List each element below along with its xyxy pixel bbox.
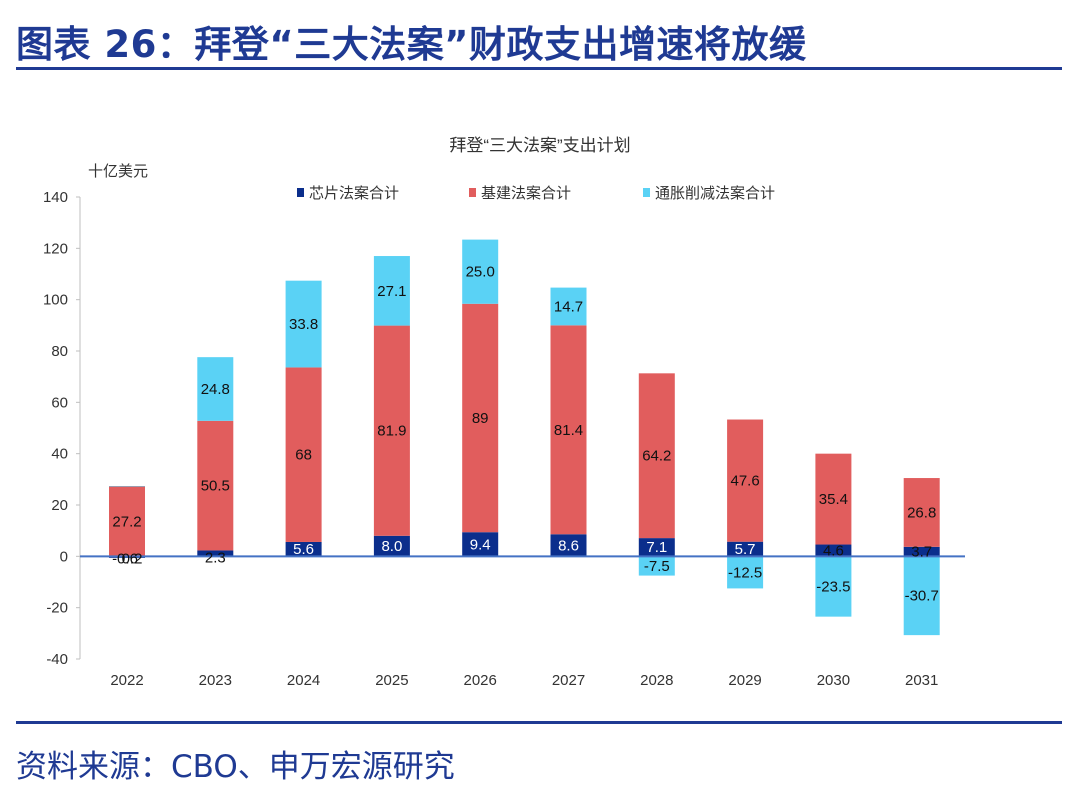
data-label-chips-2030: 4.6 — [823, 542, 844, 559]
legend-swatch-inflation — [643, 188, 650, 197]
data-label-chips-2022: -0.6 — [112, 550, 138, 567]
chart-title: 拜登“三大法案”支出计划 — [449, 136, 630, 155]
bar-inflation-2023 — [197, 357, 234, 421]
data-label-inflation-2024: 33.8 — [289, 316, 318, 333]
bar-chips-2023 — [197, 550, 234, 557]
x-tick-label-2026: 2026 — [464, 672, 497, 689]
bar-inflation-2031 — [903, 556, 940, 636]
y-axis-unit-label: 十亿美元 — [88, 163, 148, 180]
bar-inflation-2028 — [638, 556, 675, 576]
bar-inflation-2024 — [285, 280, 322, 368]
legend-swatch-chips — [297, 188, 304, 197]
bar-infrastructure-2027 — [550, 325, 587, 535]
y-tick-label: 80 — [51, 343, 68, 360]
bar-infrastructure-2022 — [109, 486, 145, 557]
data-label-inflation-2023: 24.8 — [201, 381, 230, 398]
bar-infrastructure-2025 — [373, 325, 410, 536]
data-label-chips-2027: 8.6 — [558, 537, 579, 554]
bar-chips-2031 — [903, 546, 940, 557]
data-label-infrastructure-2029: 47.6 — [730, 473, 759, 490]
bar-chips-2030 — [815, 544, 852, 557]
data-label-infrastructure-2026: 89 — [472, 410, 489, 427]
x-tick-label-2030: 2030 — [817, 672, 850, 689]
bar-chips-2026 — [462, 532, 499, 557]
data-label-inflation-2022: 0.2 — [122, 550, 143, 567]
data-label-chips-2031: 3.7 — [911, 544, 932, 561]
bar-inflation-2026 — [462, 239, 499, 304]
data-label-infrastructure-2022: 27.2 — [112, 513, 141, 530]
y-tick-label: 120 — [43, 240, 68, 257]
x-tick-label-2029: 2029 — [728, 672, 761, 689]
bar-inflation-2030 — [815, 556, 852, 617]
data-label-infrastructure-2028: 64.2 — [642, 448, 671, 465]
x-tick-label-2024: 2024 — [287, 672, 320, 689]
data-label-inflation-2025: 27.1 — [377, 283, 406, 300]
data-label-inflation-2026: 25.0 — [466, 264, 495, 281]
bar-chips-2024 — [285, 541, 322, 557]
bar-infrastructure-2031 — [903, 478, 940, 547]
x-tick-label-2023: 2023 — [199, 672, 232, 689]
bar-infrastructure-2030 — [815, 453, 852, 545]
y-tick-label: -40 — [46, 651, 68, 668]
x-tick-label-2027: 2027 — [552, 672, 585, 689]
x-tick-label-2022: 2022 — [110, 672, 143, 689]
y-tick-label: -20 — [46, 600, 68, 617]
bar-chips-2028 — [638, 538, 675, 557]
y-tick-label: 100 — [43, 292, 68, 309]
y-tick-label: 20 — [51, 497, 68, 514]
bar-inflation-2027 — [550, 287, 587, 326]
legend-label-inflation: 通胀削减法案合计 — [655, 184, 775, 202]
bar-infrastructure-2029 — [727, 419, 764, 542]
y-tick-label: 140 — [43, 189, 68, 206]
bar-chips-2029 — [727, 541, 764, 557]
bar-inflation-2025 — [373, 256, 410, 326]
title-rule — [16, 67, 1062, 70]
source-rule — [16, 721, 1062, 724]
bar-inflation-2029 — [727, 556, 764, 589]
bar-infrastructure-2028 — [638, 373, 675, 539]
legend-swatch-infrastructure — [469, 188, 476, 197]
data-label-inflation-2028: -7.5 — [644, 558, 670, 575]
bar-infrastructure-2024 — [285, 367, 322, 542]
data-label-inflation-2027: 14.7 — [554, 298, 583, 315]
data-label-chips-2029: 5.7 — [735, 541, 756, 558]
y-tick-label: 40 — [51, 446, 68, 463]
data-label-chips-2028: 7.1 — [646, 539, 667, 556]
legend-label-chips: 芯片法案合计 — [309, 184, 399, 202]
y-tick-label: 60 — [51, 394, 68, 411]
y-tick-label: 0 — [60, 548, 68, 565]
x-tick-label-2025: 2025 — [375, 672, 408, 689]
data-labels: -0.6 27.2 0.2 2.3 50.5 24.8 5.6 68 33.8 8.0 81.9 27… — [112, 264, 939, 605]
data-label-chips-2024: 5.6 — [293, 541, 314, 558]
bar-infrastructure-2023 — [197, 420, 234, 551]
x-axis-labels: 2022 2023 2024 2025 2026 2027 2028 2029 2030 2031 — [110, 672, 938, 689]
bars — [109, 239, 940, 636]
legend: 芯片法案合计 基建法案合计 通胀削减法案合计 — [297, 184, 775, 202]
data-label-inflation-2031: -30.7 — [905, 588, 939, 605]
data-label-infrastructure-2030: 35.4 — [819, 491, 848, 508]
source-note: 资料来源：CBO、申万宏源研究 — [16, 749, 455, 785]
data-label-inflation-2030: -23.5 — [816, 578, 850, 595]
data-label-inflation-2029: -12.5 — [728, 564, 762, 581]
data-label-infrastructure-2023: 50.5 — [201, 478, 230, 495]
bar-chips-2027 — [550, 534, 587, 557]
data-label-chips-2025: 8.0 — [381, 538, 402, 555]
data-label-infrastructure-2024: 68 — [295, 447, 312, 464]
data-label-chips-2026: 9.4 — [470, 536, 491, 553]
data-label-infrastructure-2031: 26.8 — [907, 504, 936, 521]
y-axis: -40 -20 0 20 40 60 80 100 120 140 — [43, 189, 81, 668]
bar-inflation-2022 — [109, 486, 145, 487]
x-tick-label-2031: 2031 — [905, 672, 938, 689]
figure-title: 图表 26：拜登“三大法案”财政支出增速将放缓 — [16, 23, 807, 66]
x-tick-label-2028: 2028 — [640, 672, 673, 689]
bar-chips-2025 — [373, 535, 410, 557]
bar-infrastructure-2026 — [462, 303, 499, 533]
data-label-infrastructure-2027: 81.4 — [554, 422, 583, 439]
data-label-chips-2023: 2.3 — [205, 549, 226, 566]
legend-label-infrastructure: 基建法案合计 — [481, 184, 571, 202]
data-label-infrastructure-2025: 81.9 — [377, 423, 406, 440]
